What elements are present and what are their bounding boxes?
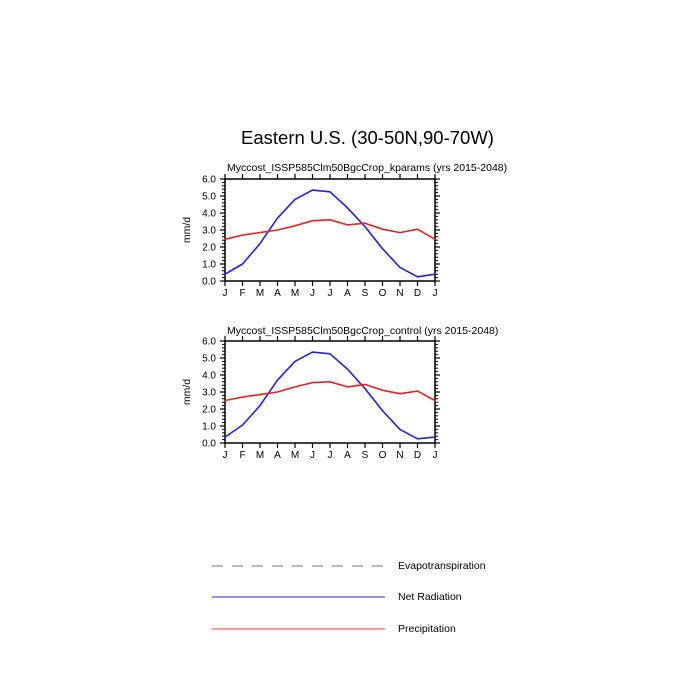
x-tick-label: J (328, 288, 333, 299)
net-radiation-line-swatch (212, 596, 385, 598)
x-tick-label: M (291, 288, 299, 299)
series-net-radiation (224, 351, 436, 440)
chart-control-plot: 0.01.02.03.04.05.06.0J F M A M J J A S O N D J (202, 336, 440, 461)
legend-item-evapotranspiration: Evapotranspiration (212, 560, 486, 572)
legend-label: Evapotranspiration (398, 560, 486, 572)
x-tick-label: J (310, 450, 315, 461)
x-tick-label: J (433, 288, 438, 299)
y-tick-label: 3.0 (202, 388, 216, 399)
y-tick-label: 0.0 (202, 439, 216, 450)
x-tick-label: J (310, 288, 315, 299)
series-net-radiation (224, 189, 436, 278)
chart-kparams: Myccost_ISSP585Clm50BgcCrop_kparams (yrs… (181, 162, 507, 299)
x-tick-label: N (396, 288, 403, 299)
x-tick-label: A (274, 288, 281, 299)
y-tick-label: 6.0 (202, 337, 216, 348)
x-tick-label: S (362, 288, 369, 299)
x-tick-label: J (223, 450, 228, 461)
y-tick-label: 5.0 (202, 192, 216, 203)
chart-control-subtitle: Myccost_ISSP585Clm50BgcCrop_control (yrs… (227, 325, 498, 337)
x-tick-label: O (379, 450, 387, 461)
legend-label: Precipitation (398, 623, 456, 635)
x-tick-label: S (362, 450, 369, 461)
evapotranspiration-dashed-line-swatch (212, 565, 385, 567)
chart-kparams-subtitle: Myccost_ISSP585Clm50BgcCrop_kparams (yrs… (227, 162, 507, 174)
plot-frame (224, 178, 436, 282)
plot-frame (224, 340, 436, 444)
legend-item-precipitation: Precipitation (212, 623, 456, 635)
x-tick-label: J (328, 450, 333, 461)
y-tick-label: 1.0 (202, 422, 216, 433)
x-tick-label: D (414, 450, 421, 461)
x-tick-label: F (239, 288, 245, 299)
x-tick-label: M (256, 288, 264, 299)
x-tick-label: A (274, 450, 281, 461)
y-tick-label: 0.0 (202, 277, 216, 288)
y-tick-label: 6.0 (202, 175, 216, 186)
x-tick-label: F (239, 450, 245, 461)
series-precipitation (224, 380, 436, 402)
x-tick-label: D (414, 288, 421, 299)
y-tick-label: 2.0 (202, 405, 216, 416)
chart-control-y-axis-label: mm/d (181, 379, 193, 405)
legend-item-net-radiation: Net Radiation (212, 591, 462, 603)
page-title: Eastern U.S. (30-50N,90-70W) (241, 127, 494, 148)
x-tick-label: J (433, 450, 438, 461)
y-tick-label: 4.0 (202, 371, 216, 382)
x-tick-label: O (379, 288, 387, 299)
x-tick-label: M (256, 450, 264, 461)
legend-label: Net Radiation (398, 591, 462, 603)
precipitation-line-swatch (212, 628, 385, 630)
x-tick-label: A (344, 450, 351, 461)
y-tick-label: 1.0 (202, 260, 216, 271)
chart-kparams-plot: 0.01.02.03.04.05.06.0J F M A M J J A S O N D J (202, 174, 440, 299)
y-tick-label: 3.0 (202, 226, 216, 237)
x-tick-label: N (396, 450, 403, 461)
x-tick-label: A (344, 288, 351, 299)
y-tick-label: 5.0 (202, 354, 216, 365)
y-tick-label: 2.0 (202, 243, 216, 254)
y-tick-label: 4.0 (202, 209, 216, 220)
x-tick-label: M (291, 450, 299, 461)
chart-control: Myccost_ISSP585Clm50BgcCrop_control (yrs… (181, 325, 498, 461)
x-tick-label: J (223, 288, 228, 299)
series-precipitation (224, 219, 436, 241)
charts-area: Myccost_ISSP585Clm50BgcCrop_kparams (yrs… (181, 162, 507, 461)
chart-kparams-y-axis-label: mm/d (181, 217, 193, 243)
